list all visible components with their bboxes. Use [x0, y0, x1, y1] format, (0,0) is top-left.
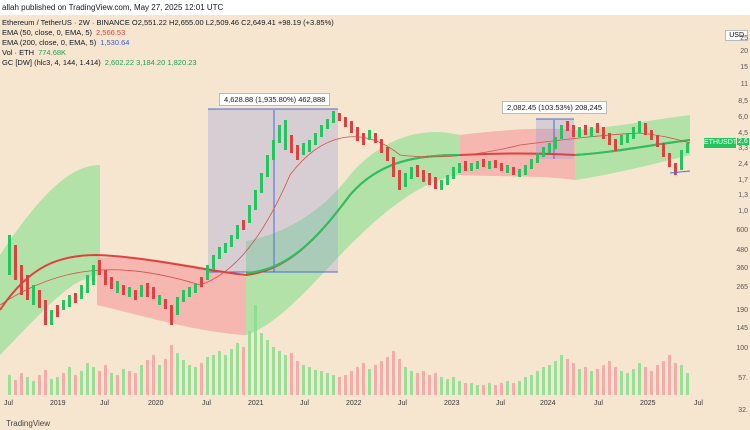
- time-axis[interactable]: Jul 2019 Jul 2020 Jul 2021 Jul 2022 Jul 2023 Jul 20…: [0, 396, 716, 414]
- legend-ohlc: O2,551.22 H2,655.00 L2,509.46 C2,649.41 …: [131, 18, 334, 27]
- price-tick: 8,5: [738, 98, 748, 105]
- price-tick: 600: [736, 227, 748, 234]
- time-tick: Jul: [398, 400, 407, 407]
- time-tick: Jul: [4, 400, 13, 407]
- price-tick: 100: [736, 345, 748, 352]
- price-tick: 6,0: [738, 114, 748, 121]
- time-tick: Jul: [496, 400, 505, 407]
- measure-label-2: 2,082.45 (103.53%) 208,245: [502, 101, 608, 114]
- legend-gc[interactable]: GC [DW] (hlc3, 4, 144, 1.414) 2,602.22 3,…: [2, 58, 197, 67]
- price-tick: 57.: [738, 375, 748, 382]
- band-green-1: [0, 165, 100, 355]
- price-tick: 1,7: [738, 177, 748, 184]
- price-tick: 4,5: [738, 130, 748, 137]
- time-tick: Jul: [300, 400, 309, 407]
- time-tick: 2021: [248, 400, 264, 407]
- price-tick: 360: [736, 265, 748, 272]
- publish-title: allah published on TradingView.com, May …: [2, 3, 224, 12]
- price-tick: 265: [736, 284, 748, 291]
- legend-volume[interactable]: Vol · ETH 774.68K: [2, 48, 67, 57]
- price-tick: 25: [740, 35, 748, 42]
- publish-bar: allah published on TradingView.com, May …: [0, 0, 750, 15]
- price-tick: 145: [736, 325, 748, 332]
- legend-symbol: Ethereum / TetherUS · 2W · BINANCE O2,55…: [2, 18, 334, 27]
- time-tick: 2019: [50, 400, 66, 407]
- price-tick: 20: [740, 48, 748, 55]
- time-tick: 2023: [444, 400, 460, 407]
- symbol-price-tag: ETHUSDT: [704, 138, 738, 148]
- currency-selector[interactable]: USD: [725, 30, 748, 41]
- last-price-tag: 2,6: [737, 138, 749, 145]
- measure-box-1: [208, 109, 338, 272]
- legend-ema200[interactable]: EMA (200, close, 0, EMA, 5) 1,530.64: [2, 38, 130, 47]
- volume-bars: [8, 305, 689, 395]
- price-tick: 15: [740, 64, 748, 71]
- time-tick: Jul: [100, 400, 109, 407]
- price-tick: 1,0: [738, 208, 748, 215]
- candles: [8, 111, 691, 325]
- price-chart[interactable]: [0, 15, 750, 415]
- measure-label-1: 4,628.88 (1,935.80%) 462,888: [219, 93, 331, 106]
- time-tick: 2020: [148, 400, 164, 407]
- price-tick: 32.: [738, 407, 748, 414]
- price-tick: 1,3: [738, 192, 748, 199]
- time-tick: 2025: [640, 400, 656, 407]
- time-tick: Jul: [594, 400, 603, 407]
- price-tick: 11: [740, 81, 748, 88]
- price-tick: 480: [736, 247, 748, 254]
- time-tick: Jul: [694, 400, 703, 407]
- price-axis[interactable]: 25 20 15 11 8,5 6,0 4,5 3,3 2,4 1,7 1,3 1,0 600 480 36…: [716, 15, 750, 415]
- time-tick: 2024: [540, 400, 556, 407]
- time-tick: 2022: [346, 400, 362, 407]
- price-tick: 3,3: [738, 145, 748, 152]
- legend-ema50[interactable]: EMA (50, close, 0, EMA, 5) 2,566.53: [2, 28, 126, 37]
- tradingview-logo: TradingView: [6, 419, 51, 428]
- time-tick: Jul: [202, 400, 211, 407]
- price-tick: 2,4: [738, 161, 748, 168]
- price-tick: 190: [736, 307, 748, 314]
